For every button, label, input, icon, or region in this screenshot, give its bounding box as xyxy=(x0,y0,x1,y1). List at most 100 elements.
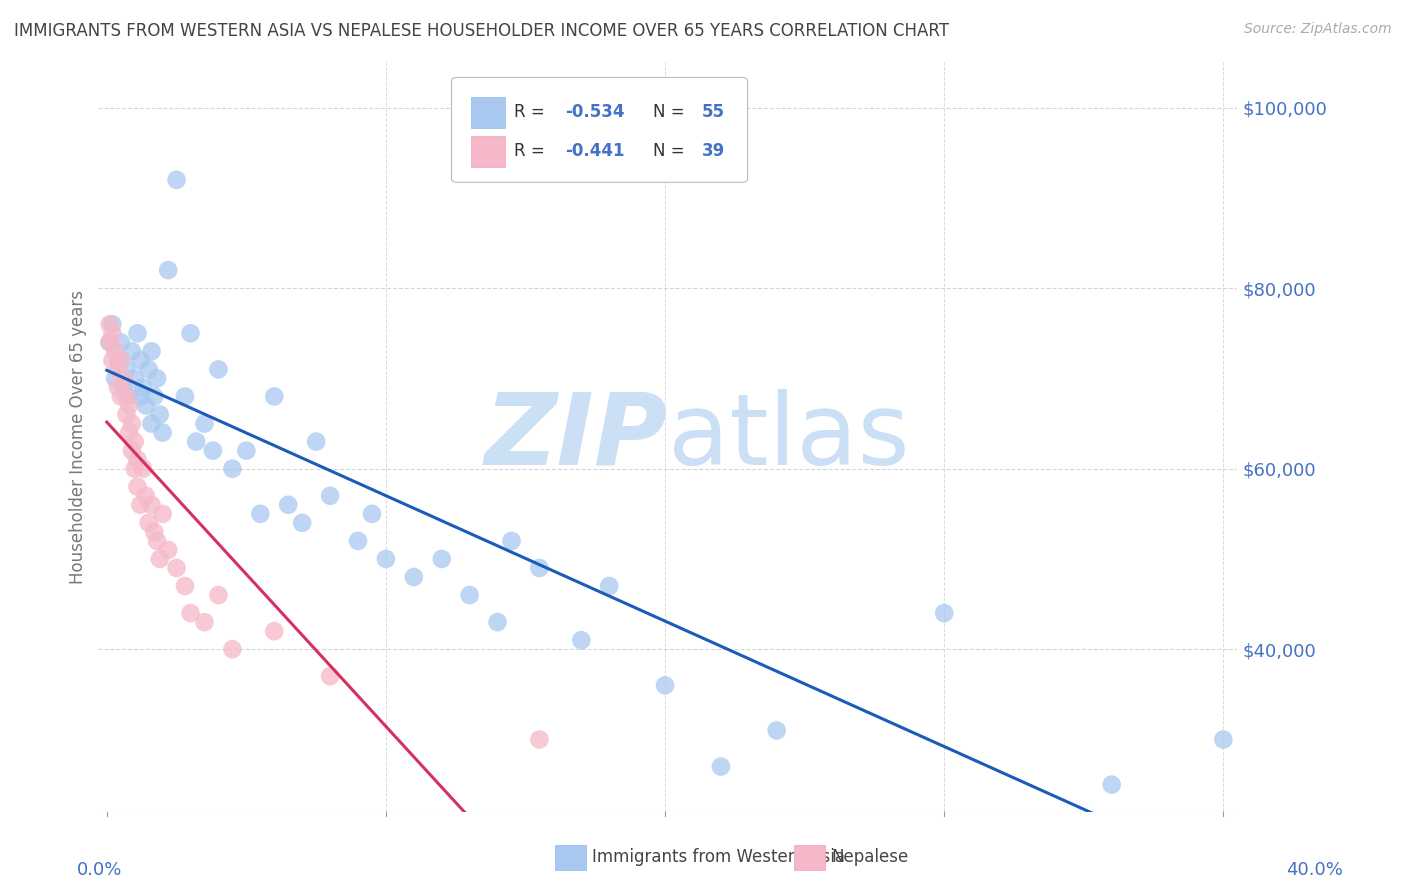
Point xyxy=(127,480,149,494)
Point xyxy=(141,498,163,512)
Point xyxy=(135,399,157,413)
Point xyxy=(347,533,370,548)
Point xyxy=(402,570,425,584)
Point xyxy=(152,507,174,521)
Point xyxy=(107,380,129,394)
Point xyxy=(221,461,243,475)
Point xyxy=(319,669,342,683)
Point xyxy=(124,434,146,449)
Point xyxy=(121,344,143,359)
Point xyxy=(458,588,481,602)
Y-axis label: Householder Income Over 65 years: Householder Income Over 65 years xyxy=(69,290,87,584)
Point xyxy=(127,326,149,341)
Point xyxy=(107,353,129,368)
Point xyxy=(374,552,396,566)
Point xyxy=(121,417,143,431)
Point xyxy=(98,317,121,331)
Point xyxy=(104,371,127,385)
Text: IMMIGRANTS FROM WESTERN ASIA VS NEPALESE HOUSEHOLDER INCOME OVER 65 YEARS CORREL: IMMIGRANTS FROM WESTERN ASIA VS NEPALESE… xyxy=(14,22,949,40)
Point xyxy=(180,606,202,620)
Point xyxy=(146,371,169,385)
Point xyxy=(157,543,180,558)
Point xyxy=(127,452,149,467)
Text: atlas: atlas xyxy=(668,389,910,485)
Point xyxy=(319,489,342,503)
Point xyxy=(129,498,152,512)
FancyBboxPatch shape xyxy=(451,78,748,182)
Point xyxy=(98,335,121,350)
Point xyxy=(118,389,141,403)
Point xyxy=(221,642,243,657)
Point xyxy=(138,362,160,376)
Point xyxy=(361,507,384,521)
Point xyxy=(129,353,152,368)
Text: R =: R = xyxy=(515,103,550,121)
Text: N =: N = xyxy=(652,143,690,161)
Point xyxy=(765,723,787,738)
Point xyxy=(149,552,172,566)
Text: ZIP: ZIP xyxy=(485,389,668,485)
Point xyxy=(101,326,124,341)
Text: N =: N = xyxy=(652,103,690,121)
Point xyxy=(305,434,328,449)
Point xyxy=(184,434,207,449)
Point xyxy=(143,524,166,539)
Text: 40.0%: 40.0% xyxy=(1286,861,1343,879)
Point xyxy=(1212,732,1234,747)
Point xyxy=(115,389,138,403)
Point xyxy=(249,507,271,521)
Point xyxy=(146,533,169,548)
Point xyxy=(529,732,551,747)
Point xyxy=(710,759,733,773)
Text: -0.534: -0.534 xyxy=(565,103,624,121)
Point xyxy=(98,335,121,350)
Text: R =: R = xyxy=(515,143,550,161)
Point xyxy=(174,389,197,403)
Point xyxy=(207,588,229,602)
Point xyxy=(1101,778,1123,792)
Point xyxy=(129,389,152,403)
Point xyxy=(124,461,146,475)
Point xyxy=(654,678,676,692)
Point xyxy=(112,371,135,385)
Point xyxy=(263,389,285,403)
Point xyxy=(132,461,155,475)
Point xyxy=(180,326,202,341)
Point xyxy=(121,443,143,458)
Point xyxy=(115,362,138,376)
Point xyxy=(132,380,155,394)
Point xyxy=(430,552,453,566)
Point xyxy=(107,362,129,376)
Point xyxy=(138,516,160,530)
Point xyxy=(193,417,215,431)
Text: Source: ZipAtlas.com: Source: ZipAtlas.com xyxy=(1244,22,1392,37)
Point xyxy=(166,561,188,575)
Point xyxy=(124,371,146,385)
Point xyxy=(207,362,229,376)
Point xyxy=(291,516,314,530)
Point xyxy=(135,489,157,503)
FancyBboxPatch shape xyxy=(471,136,505,167)
Point xyxy=(118,425,141,440)
Point xyxy=(201,443,224,458)
FancyBboxPatch shape xyxy=(471,96,505,128)
Point xyxy=(193,615,215,629)
Text: 55: 55 xyxy=(702,103,725,121)
Point xyxy=(486,615,509,629)
Point xyxy=(143,389,166,403)
Point xyxy=(235,443,257,458)
Point xyxy=(166,173,188,187)
Text: Immigrants from Western Asia: Immigrants from Western Asia xyxy=(592,848,845,866)
Point xyxy=(118,399,141,413)
Point xyxy=(110,335,132,350)
Text: Nepalese: Nepalese xyxy=(831,848,908,866)
Point xyxy=(934,606,956,620)
Point xyxy=(152,425,174,440)
Point xyxy=(110,353,132,368)
Point xyxy=(104,344,127,359)
Point xyxy=(141,417,163,431)
Point xyxy=(141,344,163,359)
Point xyxy=(174,579,197,593)
Point xyxy=(263,624,285,639)
Point xyxy=(112,380,135,394)
